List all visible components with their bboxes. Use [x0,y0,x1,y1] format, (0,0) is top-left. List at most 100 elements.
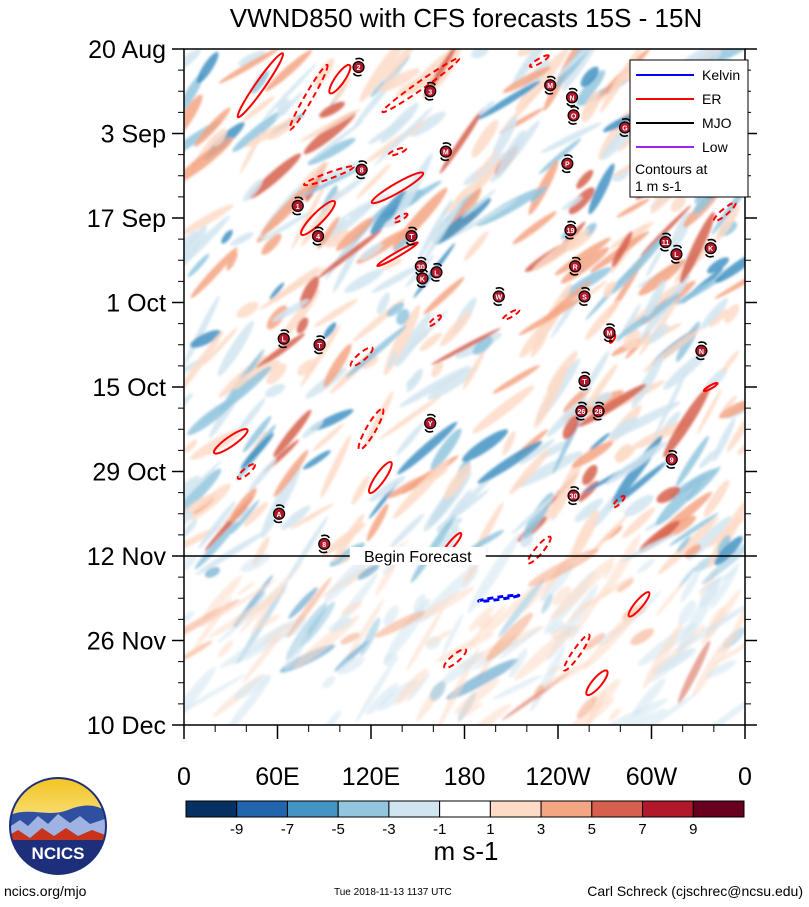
storm-tail-icon [316,335,326,340]
storm-marker: N [565,87,579,107]
storm-tail-icon [312,241,322,246]
storm-label: L [282,337,287,344]
legend-note: 1 m s-1 [635,178,682,194]
contour-er [328,63,352,95]
shading-streak [184,49,201,73]
storm-tail-icon [278,344,287,349]
storm-tail-icon [570,486,580,491]
shading-streak [554,237,611,276]
y-tick-label: 17 Sep [87,205,166,233]
shading-streak [285,515,329,584]
shading-streak [378,68,420,93]
shading-streak [541,593,553,614]
shading-streak [571,441,613,468]
shading-streak [509,448,551,495]
storm-tail-icon [493,302,503,306]
y-tick-label: 1 Oct [106,290,166,318]
shading-streak [229,487,257,523]
shading-streak [707,257,729,274]
shading-streak [366,503,389,542]
shading-streak [406,607,445,672]
shading-streak [320,434,352,499]
storm-label: 8 [322,542,326,549]
shading-streak [636,558,655,574]
shading-streak [250,596,274,637]
forecast-label-background [349,547,486,565]
y-tick-label: 20 Aug [88,36,166,64]
shading-streak [383,605,399,627]
shading-streak [724,304,740,324]
shading-streak [698,448,720,469]
storm-marker: T [313,335,326,355]
storm-tail-icon [544,90,554,95]
shading-streak [701,531,745,585]
shading-streak [311,120,364,160]
shading-streak [236,397,266,435]
storm-label: P [565,162,570,169]
contour-er [300,200,337,236]
colorbar-swatch [642,800,694,818]
shading-streak [454,678,500,715]
storm-marker: 8 [318,534,331,554]
storm-tail-icon [355,57,365,62]
shading-streak [355,663,394,722]
footer-timestamp: Tue 2018-11-13 1137 UTC [334,887,452,898]
shading-streak [679,211,715,284]
colorbar-label: -1 [433,821,446,838]
shading-streak [317,229,382,279]
storm-symbol-icon [291,199,304,213]
shading-streak [269,282,285,300]
contour-er [376,241,419,268]
footer-website: ncics.org/mjo [4,883,87,899]
shading-streak [184,555,197,572]
shading-streak [314,298,358,328]
shading-streak [533,684,544,700]
shading-streak [322,522,366,556]
shading-streak [184,393,193,409]
storm-marker: 19 [564,220,577,240]
shading-streak [250,70,269,94]
shading-streak [299,108,361,143]
shading-streak [324,230,351,248]
legend-entry: MJO [702,115,732,131]
storm-label: 30 [570,494,578,501]
storm-marker: W [492,287,505,306]
y-tick-label: 10 Dec [87,712,166,740]
shading-streak [562,415,579,440]
shading-streak [332,242,361,293]
storm-symbol-icon [565,91,579,104]
shading-streak [237,581,256,596]
storm-label: 26 [577,409,585,416]
shading-streak [409,111,446,137]
shading-streak [297,359,317,376]
shading-streak [721,350,740,374]
shading-streak [576,169,594,189]
storm-tail-icon [707,238,717,243]
storm-symbol-icon [575,405,588,418]
shading-streak [184,468,222,517]
shading-streak [622,329,641,349]
shading-streak [638,520,680,553]
storm-symbol-icon [424,85,437,98]
shading-streak [580,66,599,87]
shading-streak [243,178,263,202]
shading-streak [346,598,385,660]
shading-streak [640,205,692,256]
storm-tail-icon [273,519,283,524]
storm-marker: 30 [567,486,580,506]
storm-tail-icon [578,386,588,391]
storm-tail-icon [606,323,616,328]
x-tick-label: 180 [444,763,486,791]
shading-streak [550,556,615,621]
contour-er [526,535,552,565]
storm-tail-icon [433,262,443,267]
storm-symbol-icon [416,272,429,285]
shading-streak [568,187,595,215]
storm-tail-icon [424,428,434,433]
y-tick-label: 12 Nov [87,543,167,571]
shading-streak [218,366,272,412]
shading-streak [273,449,309,498]
shading-streak [184,94,203,142]
storm-marker: L [277,329,290,349]
storm-tail-icon [564,235,574,240]
